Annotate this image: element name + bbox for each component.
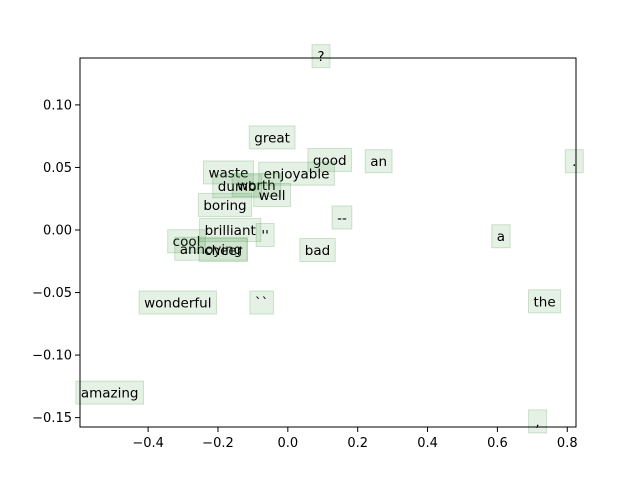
word-label: , — [535, 414, 539, 430]
word-point: annoying — [174, 236, 248, 261]
word-label-box — [75, 380, 145, 405]
y-tick-label: −0.10 — [32, 349, 72, 364]
word-label: worth — [237, 178, 276, 194]
word-label-box — [299, 238, 336, 263]
word-point: enjoyable — [258, 161, 335, 186]
y-tick-label: 0.00 — [43, 223, 72, 238]
word-label: cheer — [204, 243, 243, 259]
word-label-box — [331, 205, 353, 230]
word-point: dumb — [212, 174, 263, 199]
word-label: bad — [305, 243, 330, 259]
word-label-box — [197, 192, 253, 217]
word-label-box — [167, 229, 206, 254]
word-point: an — [364, 149, 393, 174]
word-point: amazing — [75, 380, 145, 405]
x-tick-label: −0.4 — [132, 436, 164, 451]
word-label-box — [564, 149, 584, 174]
word-label: -- — [337, 210, 347, 226]
x-tick-label: 0.6 — [487, 436, 508, 451]
x-tick-label: 0.4 — [417, 436, 438, 451]
word-label: '' — [261, 228, 268, 244]
word-label-box — [138, 290, 217, 315]
word-point: waste — [202, 160, 254, 185]
word-label-box — [258, 161, 335, 186]
word-point: brilliant — [199, 217, 262, 242]
y-tick-label: −0.05 — [32, 286, 72, 301]
word-label: `` — [255, 296, 269, 312]
word-label: an — [370, 154, 387, 170]
axes-frame — [79, 57, 577, 428]
word-label: waste — [208, 165, 248, 181]
word-point: great — [248, 125, 296, 150]
word-label-box — [248, 125, 296, 150]
word-label: enjoyable — [264, 167, 330, 183]
word-point: boring — [197, 192, 253, 217]
word-point: good — [307, 147, 353, 172]
word-point: cool — [167, 229, 206, 254]
word-label-box — [198, 238, 248, 263]
word-label-box — [253, 182, 292, 207]
word-label-box — [231, 172, 282, 197]
word-point: well — [253, 182, 292, 207]
word-point: `` — [249, 290, 274, 315]
word-label-box — [364, 149, 393, 174]
word-label: dumb — [218, 179, 257, 195]
x-tick-label: 0.8 — [557, 436, 578, 451]
word-label: cool — [173, 234, 201, 250]
word-label-box — [527, 289, 562, 314]
word-label-box — [249, 290, 274, 315]
word-label: good — [313, 153, 347, 169]
word-label: boring — [203, 198, 246, 214]
word-point: cheer — [198, 238, 248, 263]
word-point: the — [527, 289, 562, 314]
word-label: the — [533, 294, 555, 310]
word-label: well — [259, 188, 286, 204]
word-point: worth — [231, 172, 282, 197]
word-point: . — [564, 149, 584, 174]
word-label: ? — [317, 49, 324, 65]
word-point: '' — [255, 222, 275, 247]
word-label: brilliant — [205, 223, 256, 239]
word-label: annoying — [180, 242, 243, 258]
word-point: -- — [331, 205, 353, 230]
x-tick-label: 0.2 — [347, 436, 368, 451]
word-label: great — [254, 130, 290, 146]
word-point: wonderful — [138, 290, 217, 315]
word-label: wonderful — [144, 296, 211, 312]
word-label-box — [212, 174, 263, 199]
word-label: . — [572, 154, 576, 170]
y-axis: −0.15 −0.10 −0.05 0.00 0.05 0.10 — [32, 98, 80, 426]
word-point: a — [491, 224, 511, 249]
word-point: bad — [299, 238, 336, 263]
word-point: ? — [311, 44, 331, 69]
word-label: a — [497, 229, 505, 245]
word-label-box — [307, 147, 353, 172]
x-axis: −0.4 −0.2 0.0 0.2 0.4 0.6 0.8 — [132, 427, 578, 451]
word-label-box — [202, 160, 254, 185]
word-label-box — [174, 236, 248, 261]
word-point: , — [528, 409, 548, 434]
y-tick-label: 0.05 — [43, 161, 72, 176]
word-labels: ? great good an . waste enjoyable dumbworthwell… — [75, 44, 584, 434]
y-tick-label: 0.10 — [43, 98, 72, 113]
y-tick-label: −0.15 — [32, 411, 72, 426]
word-label-box — [311, 44, 331, 69]
word-label-box — [199, 217, 262, 242]
x-tick-label: 0.0 — [277, 436, 298, 451]
word-label: amazing — [81, 386, 139, 402]
x-tick-label: −0.2 — [202, 436, 234, 451]
word-label-box — [255, 222, 275, 247]
word-label-box — [491, 224, 511, 249]
